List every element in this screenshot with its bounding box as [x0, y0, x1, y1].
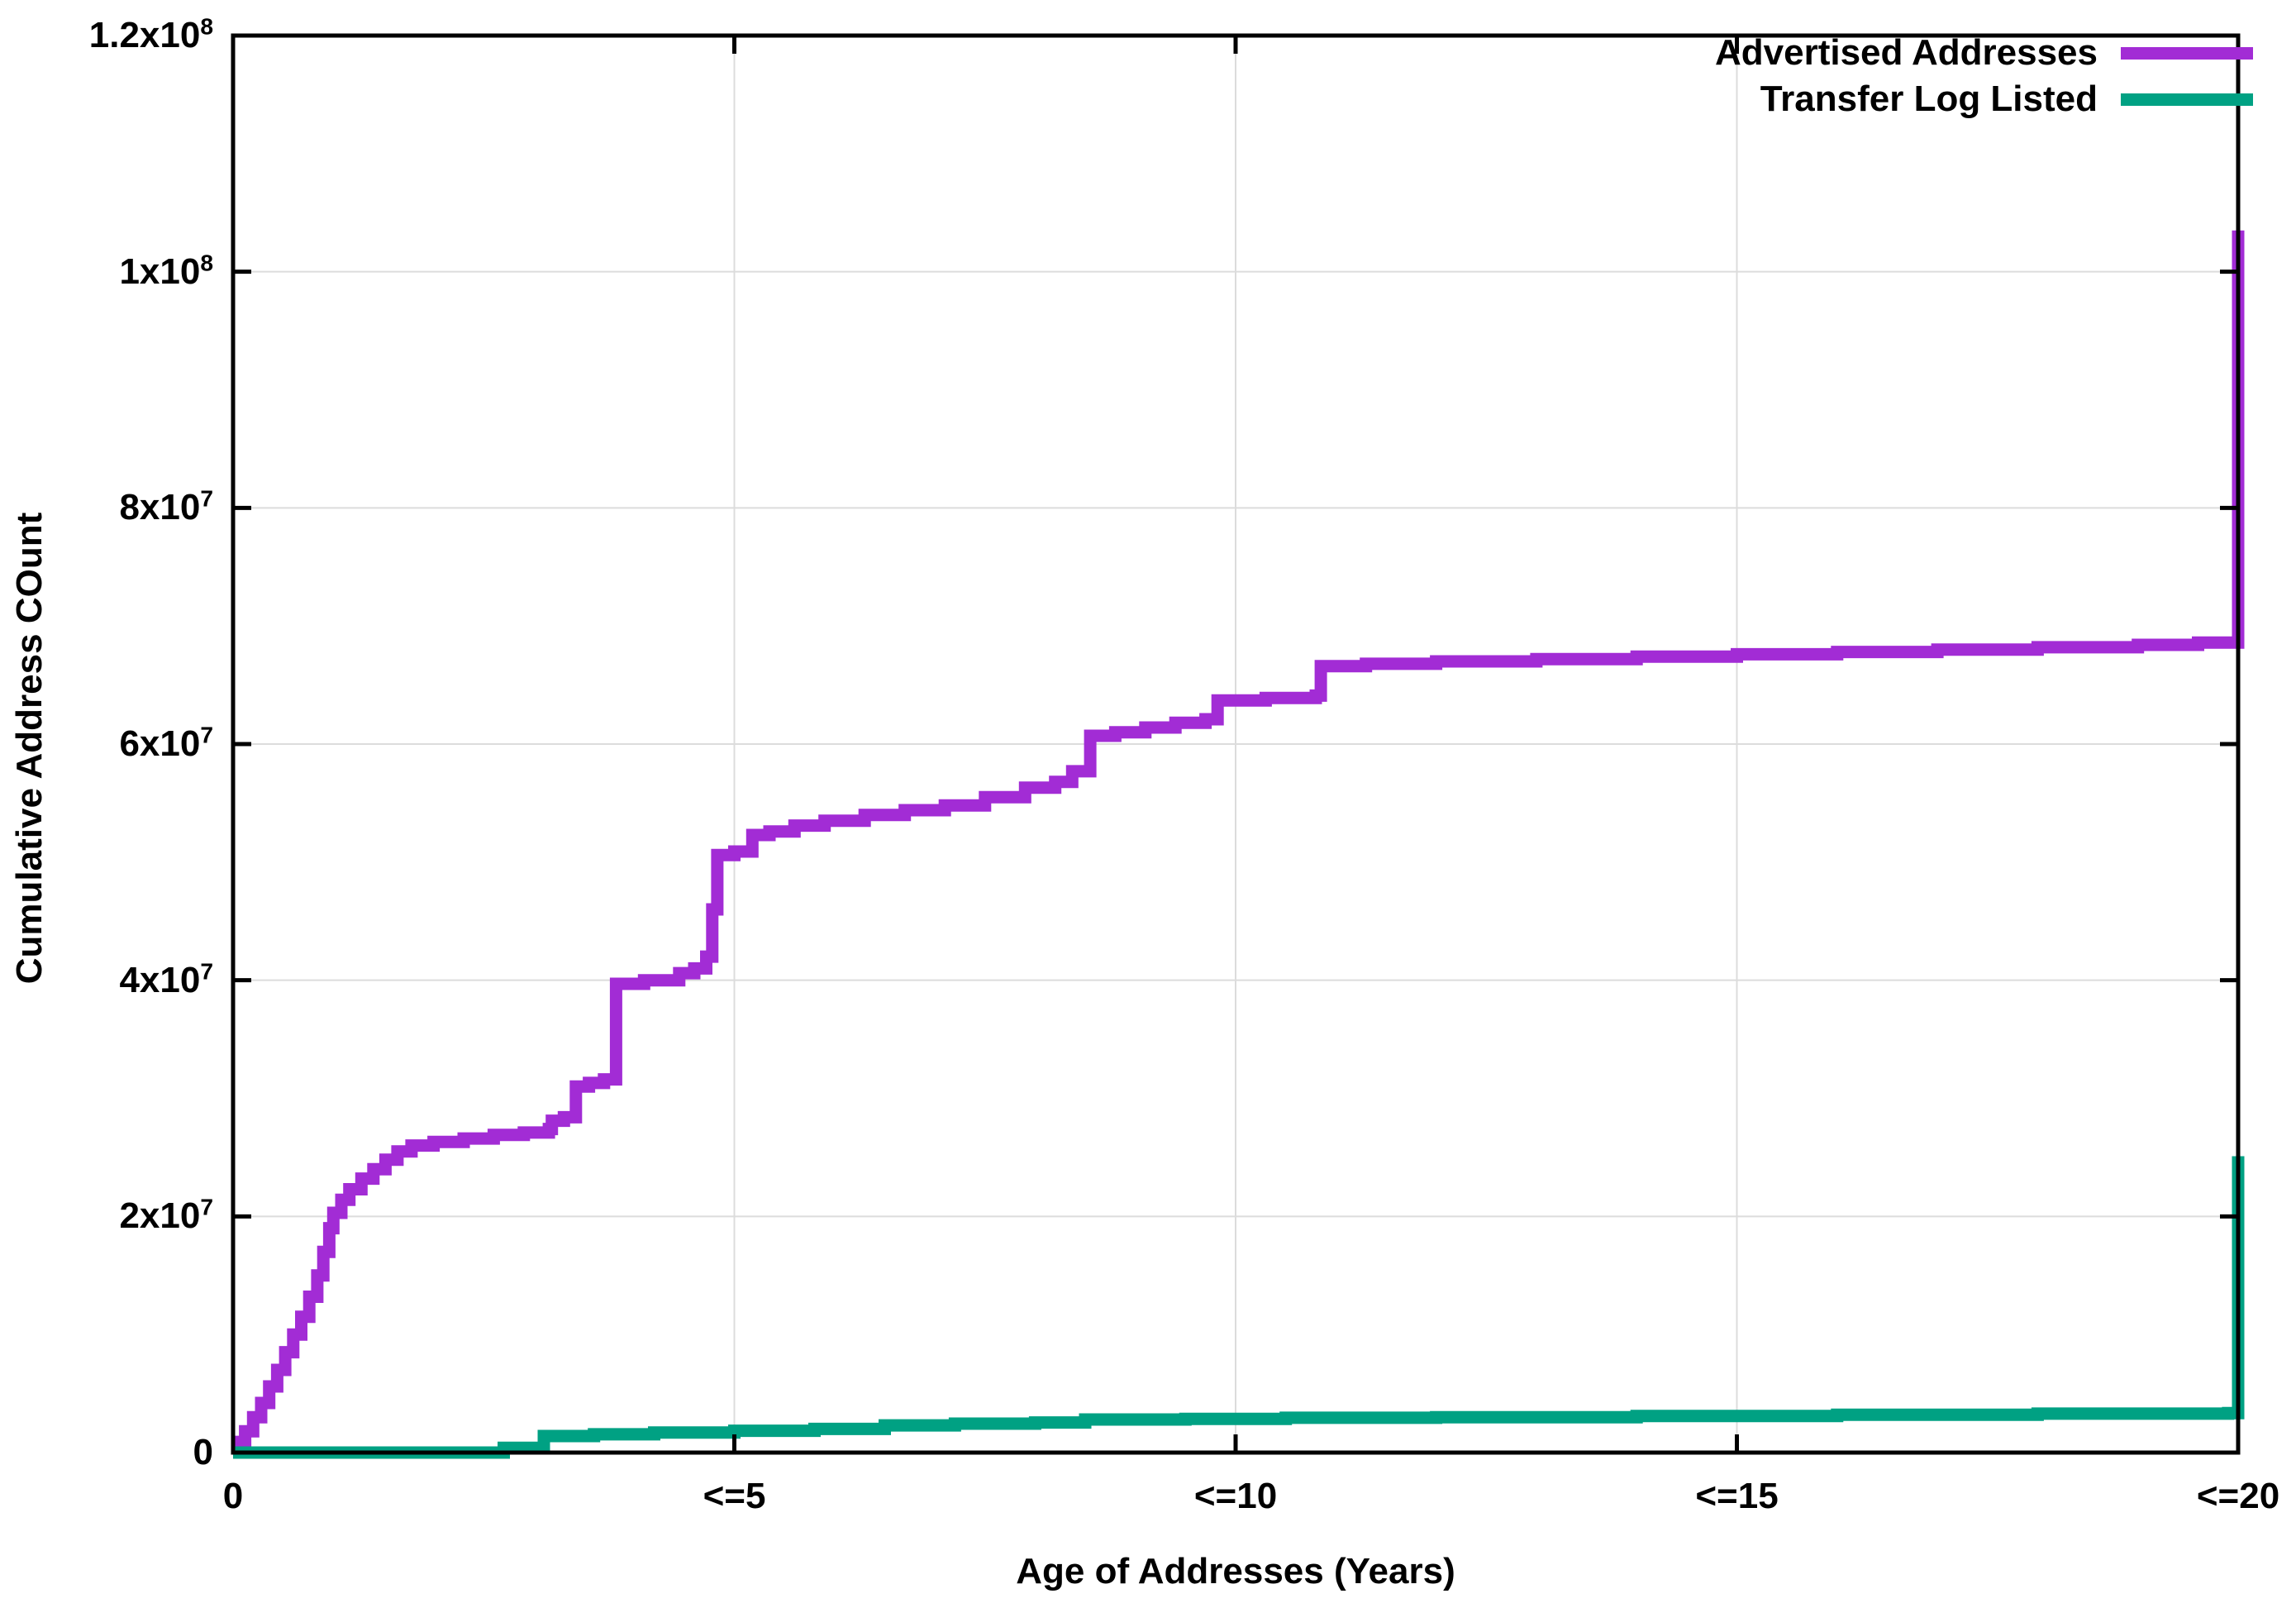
y-tick-label-base: 6x10 — [119, 723, 201, 764]
y-tick-label: 0 — [193, 1433, 213, 1472]
y-tick-label-exponent: 7 — [200, 722, 213, 748]
y-axis-title: Cumulative Address COunt — [9, 512, 50, 985]
legend-label: Advertised Addresses — [1714, 32, 2098, 73]
y-tick-label: 6x107 — [119, 722, 213, 764]
y-tick-label: 1.2x108 — [88, 13, 213, 55]
x-tick-label: <=15 — [1695, 1476, 1779, 1516]
x-tick-label: <=20 — [2196, 1476, 2280, 1516]
y-tick-label: 1x108 — [119, 250, 213, 292]
x-tick-label: 0 — [222, 1476, 244, 1516]
y-tick-label-base: 2x10 — [119, 1195, 201, 1237]
y-tick-label-exponent: 7 — [200, 958, 213, 984]
y-tick-label: 4x107 — [119, 958, 213, 1000]
legend-line-swatch — [2121, 46, 2253, 60]
y-tick-label-base: 8x10 — [119, 487, 201, 528]
x-tick-label: <=5 — [703, 1476, 766, 1516]
legend-line-swatch — [2121, 93, 2253, 106]
x-tick-label: <=10 — [1193, 1476, 1278, 1516]
series-line-advertised-addresses — [231, 230, 2245, 1459]
y-tick-label-exponent: 8 — [200, 250, 213, 275]
y-tick-label-exponent: 8 — [200, 13, 213, 40]
y-tick-label-exponent: 7 — [200, 1194, 213, 1220]
y-tick-label-base: 4x10 — [119, 959, 201, 1000]
legend: Advertised Addresses Transfer Log Listed — [1715, 33, 2253, 119]
legend-label: Transfer Log Listed — [1760, 79, 2098, 119]
legend-entry-transfer-log-listed: Transfer Log Listed — [1715, 79, 2253, 119]
y-tick-label: 8x107 — [119, 485, 213, 528]
y-tick-label-base: 1.2x10 — [88, 15, 201, 55]
legend-entry-advertised-addresses: Advertised Addresses — [1715, 33, 2253, 73]
y-tick-label-exponent: 7 — [200, 485, 213, 512]
x-axis-title: Age of Addresses (Years) — [1016, 1551, 1455, 1591]
y-tick-label-base: 1x10 — [119, 251, 201, 292]
y-tick-label: 2x107 — [119, 1194, 213, 1237]
y-tick-label-base: 0 — [193, 1432, 213, 1472]
series-line-transfer-log-listed — [233, 1156, 2245, 1459]
